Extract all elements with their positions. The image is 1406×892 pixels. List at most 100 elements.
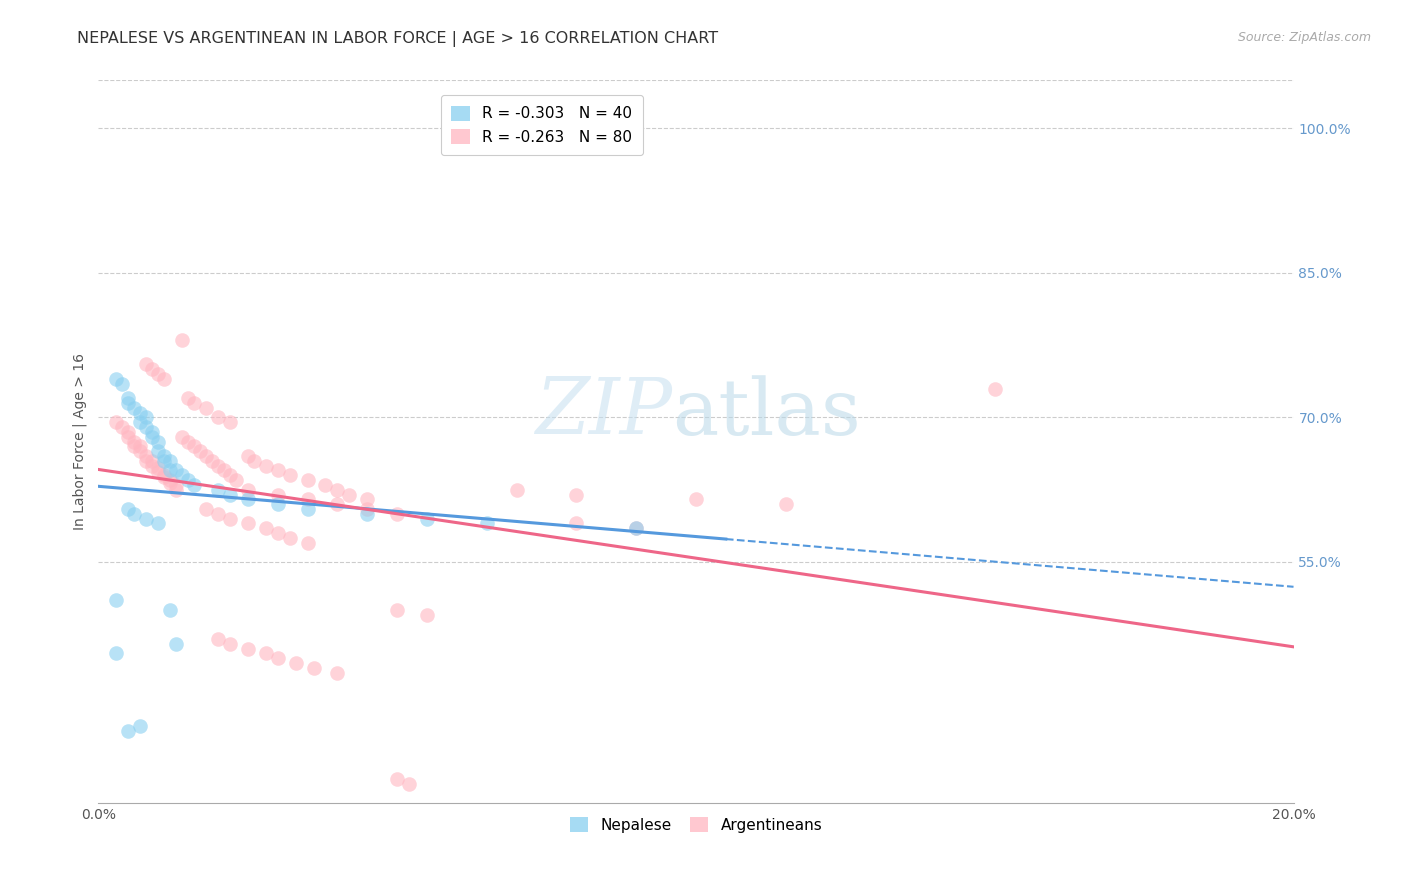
Point: [183, 439, 205, 453]
Point: [148, 516, 170, 531]
Point: [124, 401, 146, 415]
Point: [207, 458, 229, 473]
Point: [267, 526, 290, 541]
Point: [225, 473, 247, 487]
Point: [117, 502, 139, 516]
Point: [475, 516, 498, 531]
Point: [135, 449, 157, 463]
Text: atlas: atlas: [672, 375, 860, 450]
Point: [506, 483, 529, 497]
Point: [153, 372, 176, 386]
Point: [254, 521, 277, 535]
Point: [159, 454, 181, 468]
Point: [153, 468, 176, 483]
Point: [117, 391, 139, 405]
Point: [356, 507, 378, 521]
Point: [219, 511, 242, 525]
Point: [236, 641, 259, 656]
Point: [626, 521, 648, 535]
Point: [297, 473, 319, 487]
Point: [124, 439, 146, 453]
Point: [105, 593, 128, 607]
Point: [267, 463, 290, 477]
Point: [148, 444, 170, 458]
Point: [177, 473, 200, 487]
Point: [148, 466, 170, 480]
Text: Source: ZipAtlas.com: Source: ZipAtlas.com: [1237, 31, 1371, 45]
Point: [183, 478, 205, 492]
Point: [183, 396, 205, 410]
Point: [207, 632, 229, 646]
Point: [129, 444, 152, 458]
Point: [416, 511, 439, 525]
Point: [219, 415, 242, 429]
Point: [201, 454, 224, 468]
Point: [159, 463, 181, 477]
Point: [153, 449, 176, 463]
Point: [207, 507, 229, 521]
Point: [117, 396, 139, 410]
Point: [297, 492, 319, 507]
Point: [141, 458, 163, 473]
Point: [302, 661, 325, 675]
Point: [267, 651, 290, 665]
Point: [129, 719, 152, 733]
Point: [278, 531, 301, 545]
Point: [111, 376, 134, 391]
Point: [148, 460, 170, 475]
Point: [148, 367, 170, 381]
Point: [141, 362, 163, 376]
Point: [565, 487, 588, 501]
Point: [135, 511, 157, 525]
Point: [212, 463, 235, 477]
Point: [129, 406, 152, 420]
Point: [297, 535, 319, 549]
Point: [243, 454, 266, 468]
Point: [195, 449, 218, 463]
Point: [278, 468, 301, 483]
Point: [153, 454, 176, 468]
Point: [129, 439, 152, 453]
Text: NEPALESE VS ARGENTINEAN IN LABOR FORCE | AGE > 16 CORRELATION CHART: NEPALESE VS ARGENTINEAN IN LABOR FORCE |…: [77, 31, 718, 47]
Point: [117, 425, 139, 439]
Point: [135, 358, 157, 372]
Point: [685, 492, 707, 507]
Point: [129, 415, 152, 429]
Y-axis label: In Labor Force | Age > 16: In Labor Force | Age > 16: [73, 353, 87, 530]
Point: [254, 647, 277, 661]
Point: [141, 454, 163, 468]
Point: [188, 444, 211, 458]
Point: [315, 478, 337, 492]
Point: [159, 603, 181, 617]
Point: [284, 656, 307, 670]
Point: [177, 391, 200, 405]
Text: ZIP: ZIP: [534, 375, 672, 450]
Point: [385, 603, 409, 617]
Point: [111, 420, 134, 434]
Point: [105, 415, 128, 429]
Point: [124, 507, 146, 521]
Point: [219, 487, 242, 501]
Point: [165, 463, 187, 477]
Point: [356, 502, 378, 516]
Point: [105, 647, 128, 661]
Point: [385, 507, 409, 521]
Point: [141, 425, 163, 439]
Point: [165, 483, 187, 497]
Point: [267, 497, 290, 511]
Point: [165, 478, 187, 492]
Point: [165, 637, 187, 651]
Point: [219, 468, 242, 483]
Point: [135, 410, 157, 425]
Point: [172, 430, 194, 444]
Point: [339, 487, 361, 501]
Point: [177, 434, 200, 449]
Point: [326, 497, 349, 511]
Legend: Nepalese, Argentineans: Nepalese, Argentineans: [561, 808, 831, 842]
Point: [219, 637, 242, 651]
Point: [159, 473, 181, 487]
Point: [236, 492, 259, 507]
Point: [117, 430, 139, 444]
Point: [195, 401, 218, 415]
Point: [775, 497, 797, 511]
